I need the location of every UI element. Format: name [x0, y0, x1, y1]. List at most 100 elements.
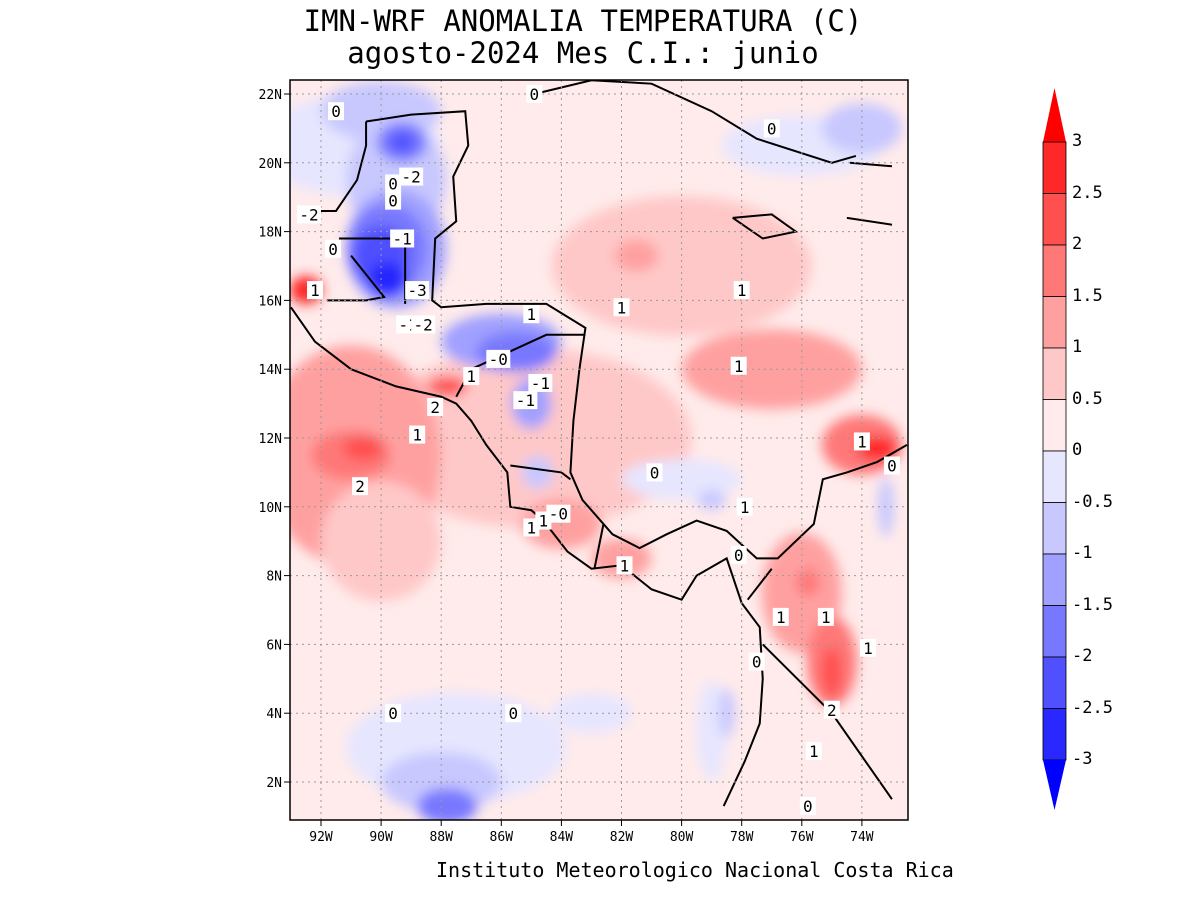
coastline [746, 568, 773, 601]
colorbar-bin [1042, 502, 1067, 555]
colorbar-label: 2 [1072, 234, 1083, 254]
colorbar-label: 0 [1072, 440, 1083, 460]
contour-label: 1 [857, 432, 867, 451]
contour-label: 0 [752, 653, 762, 672]
anomaly-region [417, 788, 478, 820]
lat-tick-label: 6N [266, 638, 282, 653]
lat-tick-label: 2N [266, 776, 282, 791]
contour-label: 0 [388, 704, 398, 723]
anomaly-region [697, 489, 726, 510]
contour-label: -0 [489, 350, 508, 369]
contour-label: 1 [776, 608, 786, 627]
coastline [290, 306, 764, 807]
map-title: IMN-WRF ANOMALIA TEMPERATURA (C) [303, 4, 863, 38]
colorbar-label: 0.5 [1072, 388, 1103, 409]
colorbar-label: 2.5 [1072, 182, 1103, 203]
contour-label: 1 [809, 742, 819, 761]
anomaly-region [343, 436, 384, 461]
contour-label: 1 [527, 518, 537, 537]
anomaly-region [718, 688, 735, 739]
colorbar-label: -2.5 [1072, 697, 1113, 718]
lat-tick-label: 10N [259, 501, 282, 516]
colorbar-bin [1042, 399, 1067, 452]
colorbar-bin [1042, 244, 1067, 297]
contour-label: 1 [620, 556, 630, 575]
contour-label: 0 [650, 463, 660, 482]
lat-tick-label: 20N [259, 157, 282, 172]
contour-label: -2 [299, 205, 318, 224]
colorbar-bin [1042, 656, 1067, 709]
anomaly-region [521, 456, 554, 489]
lon-tick-label: 82W [610, 830, 634, 845]
colorbar-bin [1042, 193, 1067, 246]
contour-label: -1 [531, 374, 550, 393]
colorbar-label: -3 [1072, 749, 1093, 769]
lon-tick-label: 86W [490, 830, 514, 845]
contour-label: -2 [414, 315, 433, 334]
colorbar-bin [1042, 347, 1067, 400]
colorbar-bin [1042, 708, 1067, 761]
anomaly-region [795, 568, 820, 597]
lon-tick-label: 84W [550, 830, 574, 845]
anomaly-region [367, 261, 408, 298]
lat-tick-label: 22N [259, 88, 282, 103]
map-subtitle: agosto-2024 Mes C.I.: junio [347, 36, 819, 70]
contour-label: 0 [388, 192, 398, 211]
coastline [846, 216, 893, 226]
colorbar-bin [1042, 605, 1067, 658]
lon-tick-label: 92W [309, 830, 333, 845]
lat-tick-label: 16N [259, 294, 282, 309]
colorbar-label: 1 [1072, 337, 1083, 357]
contour-label: -1 [393, 229, 412, 248]
lon-tick-label: 88W [429, 830, 453, 845]
colorbar-bin [1042, 450, 1067, 503]
colorbar-max-arrow [1043, 88, 1066, 142]
coastline [593, 523, 605, 569]
contour-label: 0 [887, 457, 897, 476]
contour-label: 0 [803, 797, 813, 816]
colorbar-min-arrow [1043, 760, 1066, 810]
contour-label: -1 [516, 391, 535, 410]
lon-tick-label: 90W [369, 830, 393, 845]
contour-label: 1 [863, 639, 873, 658]
contour-label: 0 [734, 546, 744, 565]
lon-tick-label: 74W [850, 830, 874, 845]
colorbar-label: -1.5 [1072, 594, 1113, 615]
colorbar-label: 1.5 [1072, 285, 1103, 306]
lat-tick-label: 8N [266, 570, 282, 585]
contour-label: 2 [430, 398, 440, 417]
colorbar-label: 3 [1072, 131, 1083, 151]
lat-tick-label: 14N [259, 363, 282, 378]
contour-label: 1 [740, 498, 750, 517]
colorbar [1042, 88, 1067, 810]
contour-label: 1 [539, 512, 549, 531]
anomaly-region [614, 239, 659, 272]
lon-tick-label: 76W [790, 830, 814, 845]
colorbar-bin [1042, 141, 1067, 194]
contour-label: 1 [466, 367, 476, 386]
colorbar-label: -2 [1072, 646, 1093, 666]
colorbar-label: -1 [1072, 543, 1093, 563]
credit-text: Instituto Meteorologico Nacional Costa R… [436, 858, 954, 882]
lat-tick-label: 4N [266, 707, 282, 722]
lat-tick-label: 12N [259, 432, 282, 447]
contour-label: 1 [821, 608, 831, 627]
contour-label: 0 [530, 85, 540, 104]
contour-label: 1 [737, 281, 747, 300]
lat-tick-label: 18N [259, 226, 282, 241]
contour-label: 1 [617, 298, 627, 317]
contour-label: 0 [388, 174, 398, 193]
contour-label: 1 [734, 357, 744, 376]
contour-label: 0 [328, 240, 338, 259]
anomaly-region [427, 376, 468, 397]
contour-label: 0 [767, 119, 777, 138]
coastline [849, 161, 893, 168]
contour-label: 2 [355, 477, 365, 496]
contour-label: 1 [527, 305, 537, 324]
map-frame [289, 79, 909, 821]
anomaly-region [321, 481, 442, 602]
contour-label: 0 [508, 704, 518, 723]
lon-tick-label: 80W [670, 830, 694, 845]
